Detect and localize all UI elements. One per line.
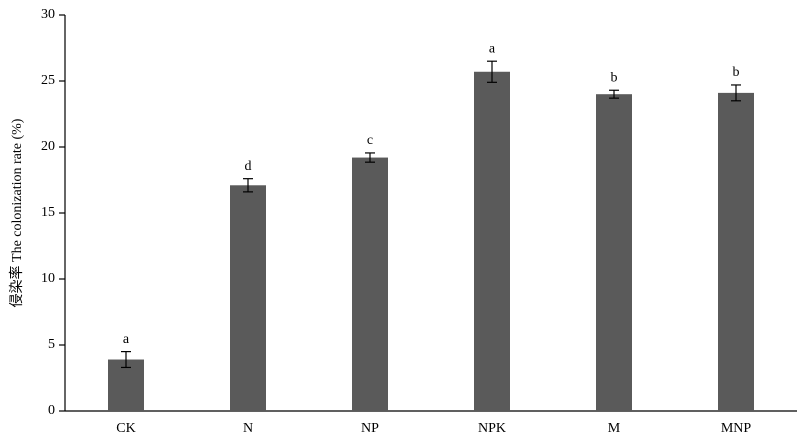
y-tick-label: 15 bbox=[41, 205, 55, 220]
x-tick-label: N bbox=[243, 421, 253, 436]
significance-label: c bbox=[367, 133, 373, 148]
bar bbox=[352, 157, 388, 411]
x-tick-label: M bbox=[608, 421, 621, 436]
y-tick-label: 20 bbox=[41, 139, 55, 154]
significance-label: d bbox=[245, 159, 252, 174]
bar bbox=[596, 94, 632, 411]
significance-label: a bbox=[123, 332, 130, 347]
bar bbox=[718, 92, 754, 411]
significance-label: b bbox=[733, 65, 740, 80]
bar bbox=[474, 71, 510, 411]
y-tick-label: 5 bbox=[48, 337, 55, 352]
x-tick-label: NPK bbox=[478, 421, 506, 436]
y-tick-label: 25 bbox=[41, 73, 55, 88]
y-axis-label: 侵染率 The colonization rate (%) bbox=[8, 118, 25, 307]
significance-label: a bbox=[489, 41, 496, 56]
y-tick-label: 0 bbox=[48, 403, 55, 418]
bar bbox=[108, 359, 144, 411]
significance-label: b bbox=[611, 70, 618, 85]
bar bbox=[230, 185, 266, 411]
y-tick-label: 10 bbox=[41, 271, 55, 286]
x-tick-label: NP bbox=[361, 421, 379, 436]
x-tick-label: MNP bbox=[721, 421, 752, 436]
x-tick-label: CK bbox=[116, 421, 135, 436]
y-tick-label: 30 bbox=[41, 7, 55, 22]
